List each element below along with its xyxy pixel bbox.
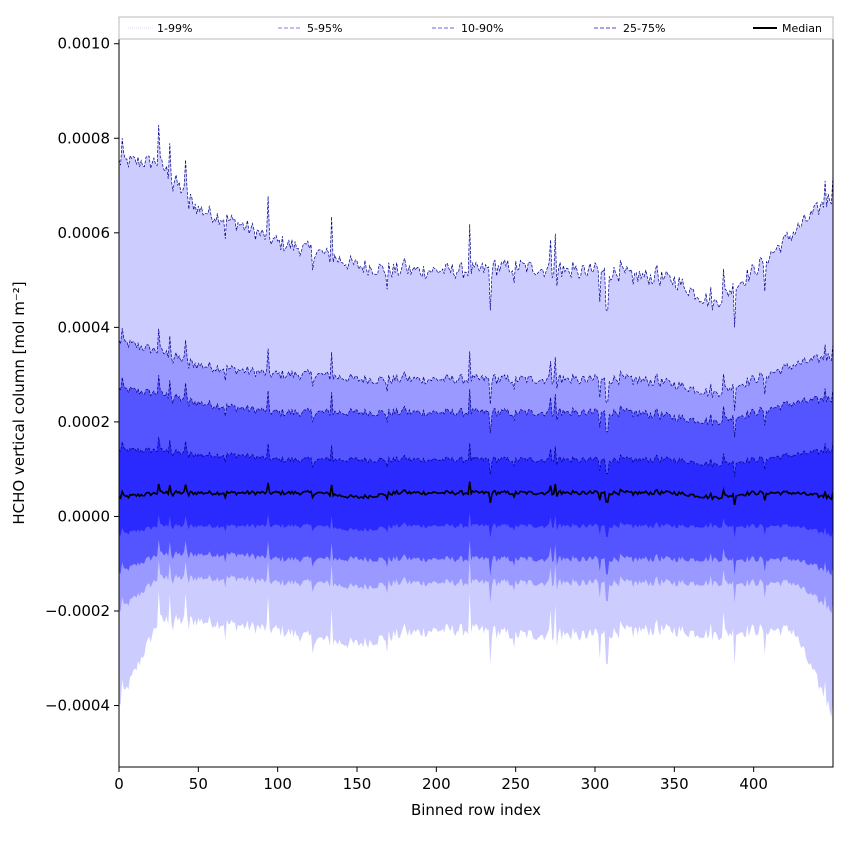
y-tick-label: −0.0002	[45, 602, 110, 620]
band-upper-edge-p25-75	[119, 436, 833, 477]
y-axis: −0.0004 −0.0002 0.0000 0.0002 0.0004 0.0006 0.…	[45, 35, 119, 715]
x-tick-label: 100	[263, 775, 292, 793]
y-tick-label: 0.0000	[58, 507, 111, 525]
legend-box	[118, 16, 834, 40]
band-upper-edge-p5-95	[119, 328, 833, 411]
x-tick-label: 0	[114, 775, 124, 793]
y-tick-label: 0.0006	[58, 224, 111, 242]
x-tick-label: 200	[422, 775, 451, 793]
y-tick-label: 0.0010	[58, 35, 111, 53]
legend-label: 10-90%	[461, 22, 503, 35]
y-tick-label: −0.0004	[45, 697, 110, 715]
legend-label: Median	[782, 22, 822, 35]
legend-label: 1-99%	[157, 22, 192, 35]
y-tick-label: 0.0008	[58, 129, 111, 147]
y-axis-label: HCHO vertical column [mol m⁻²]	[10, 281, 28, 524]
x-tick-label: 300	[581, 775, 610, 793]
median-line	[119, 481, 833, 506]
x-tick-label: 50	[189, 775, 208, 793]
y-tick-label: 0.0002	[58, 413, 111, 431]
band-layer	[119, 125, 833, 718]
x-tick-label: 150	[343, 775, 372, 793]
legend-label: 25-75%	[623, 22, 665, 35]
x-tick-label: 350	[660, 775, 689, 793]
line-layer	[119, 124, 833, 506]
x-axis-label: Binned row index	[411, 801, 541, 819]
y-tick-label: 0.0004	[58, 318, 111, 336]
legend-label: 5-95%	[307, 22, 342, 35]
band-upper-edge-outer	[119, 124, 833, 328]
x-tick-label: 400	[739, 775, 768, 793]
legend: 1-99% 5-95% 10-90% 25-75% Median	[118, 16, 834, 40]
x-axis: 0 50 100 150 200 250 300 350 400	[114, 767, 768, 793]
x-tick-label: 250	[501, 775, 530, 793]
band-upper-edge-p10-90	[119, 375, 833, 438]
band-p25-75	[119, 437, 833, 538]
